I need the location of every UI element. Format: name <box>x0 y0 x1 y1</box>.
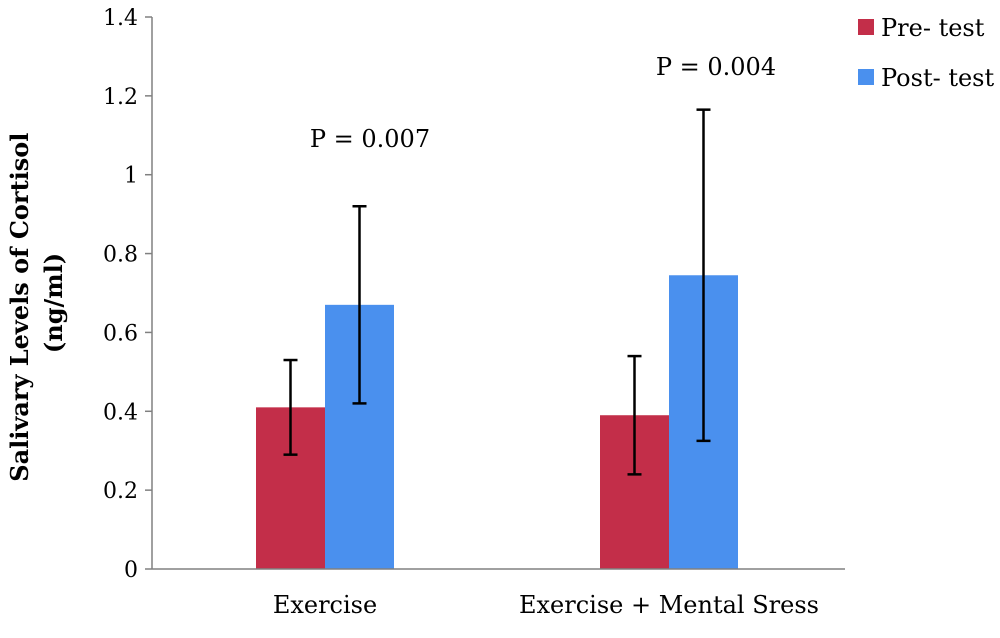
legend-label: Post- test <box>881 64 994 92</box>
y-tick-label: 0.2 <box>103 479 138 504</box>
legend-label: Pre- test <box>881 14 985 42</box>
x-category-label: Exercise + Mental Sress <box>519 591 819 619</box>
p-value-annotation: P = 0.004 <box>656 53 776 81</box>
p-value-annotation: P = 0.007 <box>310 125 430 153</box>
y-axis: 0 0.2 0.4 0.6 0.8 1 1.2 1.4 <box>103 6 153 583</box>
annotations: P = 0.007 P = 0.004 <box>310 53 776 153</box>
y-axis-label-line2: (ng/ml) <box>39 253 68 353</box>
y-tick-label: 0.4 <box>103 400 138 425</box>
y-tick-label: 0.8 <box>103 243 138 268</box>
x-axis: Exercise Exercise + Mental Sress <box>152 568 845 619</box>
y-tick-label: 1.4 <box>103 6 138 31</box>
y-tick-label: 1.2 <box>103 85 138 110</box>
y-tick-label: 0 <box>124 558 138 583</box>
y-tick-label: 1 <box>124 164 138 189</box>
bars <box>256 275 738 569</box>
x-category-label: Exercise <box>273 591 377 619</box>
y-tick-label: 0.6 <box>103 321 138 346</box>
legend-swatch <box>858 69 874 85</box>
legend-swatch <box>858 19 874 35</box>
y-axis-label: Salivary Levels of Cortisol (ng/ml) <box>5 124 68 482</box>
legend: Pre- test Post- test <box>858 14 994 92</box>
y-axis-label-line1: Salivary Levels of Cortisol <box>5 133 34 482</box>
error-bars <box>283 108 711 476</box>
